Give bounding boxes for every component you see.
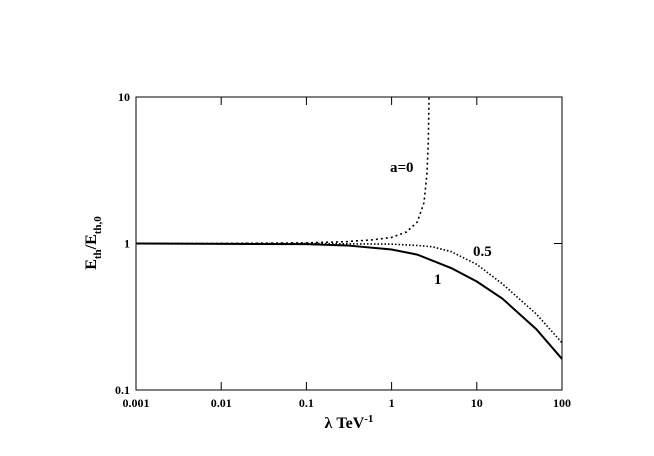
annotation: 1 bbox=[434, 272, 442, 288]
x-label-main: λ TeV bbox=[325, 415, 365, 432]
x-tick-label: 0.01 bbox=[211, 396, 232, 410]
x-tick-label: 10 bbox=[471, 396, 483, 410]
x-tick-label: 1 bbox=[389, 396, 395, 410]
y-tick-label: 10 bbox=[118, 90, 130, 104]
x-tick-label: 0.001 bbox=[123, 396, 150, 410]
annotation: 0.5 bbox=[473, 244, 492, 260]
x-tick-label: 0.1 bbox=[299, 396, 314, 410]
x-axis-label: λ TeV-1 bbox=[325, 413, 374, 432]
annotation: a=0 bbox=[390, 160, 414, 176]
line-series bbox=[135, 242, 563, 360]
line-series bbox=[136, 242, 563, 344]
y-axis-label: Eth/Eth,0 bbox=[83, 216, 104, 270]
line-series bbox=[136, 96, 430, 245]
y-tick-label: 1 bbox=[124, 237, 130, 251]
y-label-sub: th,0 bbox=[92, 216, 104, 235]
y-label-part: E bbox=[83, 259, 100, 270]
x-tick-label: 100 bbox=[553, 396, 571, 410]
y-label-part: /E bbox=[83, 234, 100, 250]
x-label-sup: -1 bbox=[364, 413, 373, 425]
y-tick-label: 0.1 bbox=[115, 383, 130, 397]
y-label-sub: th bbox=[92, 249, 104, 259]
